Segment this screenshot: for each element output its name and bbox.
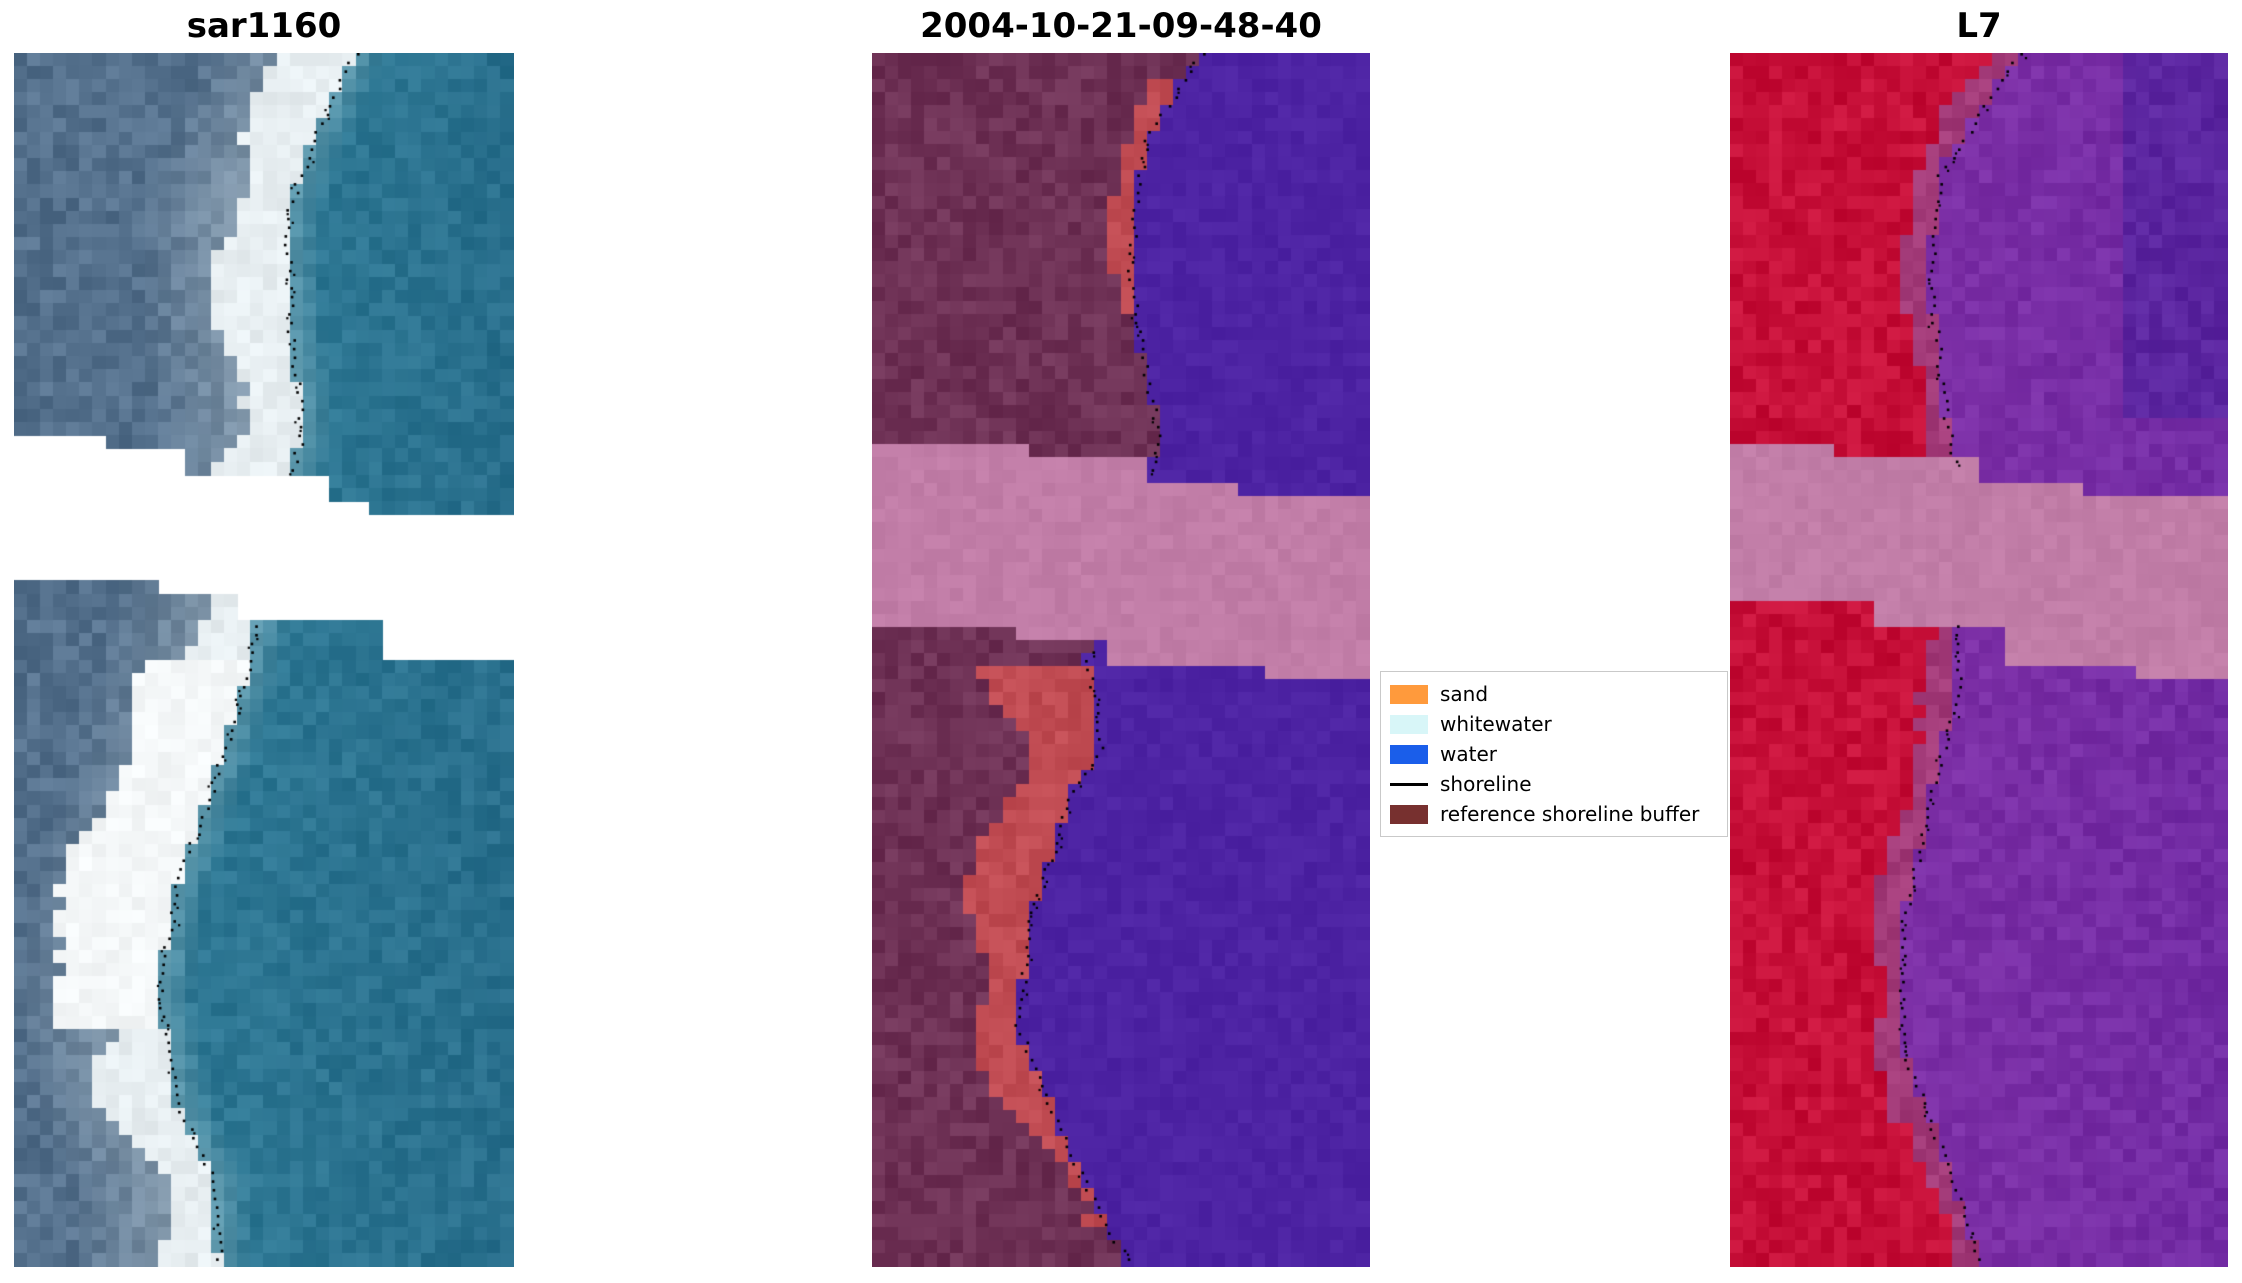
- legend-item-sand: sand: [1390, 679, 1718, 709]
- legend-label: water: [1440, 742, 1497, 766]
- legend-item-reference-shoreline-buffer: reference shoreline buffer: [1390, 799, 1718, 829]
- legend-label: sand: [1440, 682, 1489, 706]
- panel-title-l7: L7: [1956, 6, 2002, 46]
- panel-title-sar1160: sar1160: [186, 6, 342, 46]
- legend-line-swatch: [1390, 775, 1428, 794]
- legend-label: shoreline: [1440, 772, 1532, 796]
- l7-image-panel: [1730, 53, 2228, 1267]
- legend-item-water: water: [1390, 739, 1718, 769]
- legend-label: whitewater: [1440, 712, 1552, 736]
- legend-item-shoreline: shoreline: [1390, 769, 1718, 799]
- legend-patch-swatch: [1390, 744, 1428, 764]
- sar-image-panel: [14, 53, 514, 1267]
- panel-title-timestamp: 2004-10-21-09-48-40: [920, 6, 1322, 46]
- legend: sand whitewater water shoreline reference sh…: [1380, 671, 1728, 837]
- legend-patch-swatch: [1390, 714, 1428, 734]
- classified-image-panel: [872, 53, 1370, 1267]
- legend-item-whitewater: whitewater: [1390, 709, 1718, 739]
- legend-label: reference shoreline buffer: [1440, 802, 1700, 826]
- legend-patch-swatch: [1390, 684, 1428, 704]
- legend-patch-swatch: [1390, 804, 1428, 824]
